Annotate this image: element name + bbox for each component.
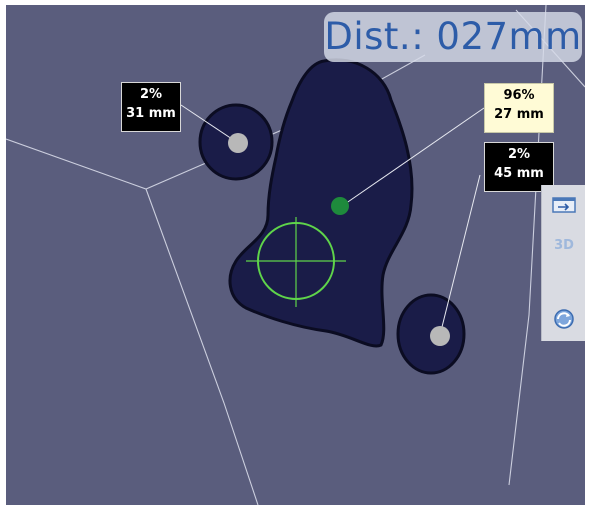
measurement-distance: 45 mm: [494, 166, 544, 181]
measurement-distance: 31 mm: [126, 106, 176, 121]
view-toolbar: 3D: [541, 185, 585, 341]
center-marker-dot[interactable]: [331, 197, 349, 215]
window-toggle-icon: [552, 197, 576, 213]
right-marker-dot[interactable]: [430, 326, 450, 346]
window-toggle-button[interactable]: [551, 193, 577, 217]
rotate-view-icon: [554, 309, 574, 329]
measurement-label-center: 96% 27 mm: [484, 83, 554, 133]
3d-viewport[interactable]: Dist.: 027mm 2% 31 mm 96% 27 mm 2% 45 mm…: [6, 5, 585, 505]
left-marker-dot[interactable]: [228, 133, 248, 153]
measurement-label-right: 2% 45 mm: [484, 142, 554, 192]
measurement-distance: 27 mm: [494, 107, 544, 122]
view-3d-button[interactable]: 3D: [554, 237, 574, 253]
measurement-percent: 2%: [139, 87, 163, 102]
organ-surface: [198, 58, 466, 375]
distance-readout: Dist.: 027mm: [324, 12, 582, 62]
crosshair-target[interactable]: [246, 217, 346, 307]
main-organ-blob: [228, 58, 414, 348]
measurement-label-left: 2% 31 mm: [121, 82, 181, 132]
organ-scene: [6, 5, 585, 505]
rotate-view-button[interactable]: [551, 307, 577, 331]
measurement-percent: 96%: [503, 88, 535, 103]
measurement-percent: 2%: [507, 147, 531, 162]
leader-lines: [180, 104, 485, 336]
